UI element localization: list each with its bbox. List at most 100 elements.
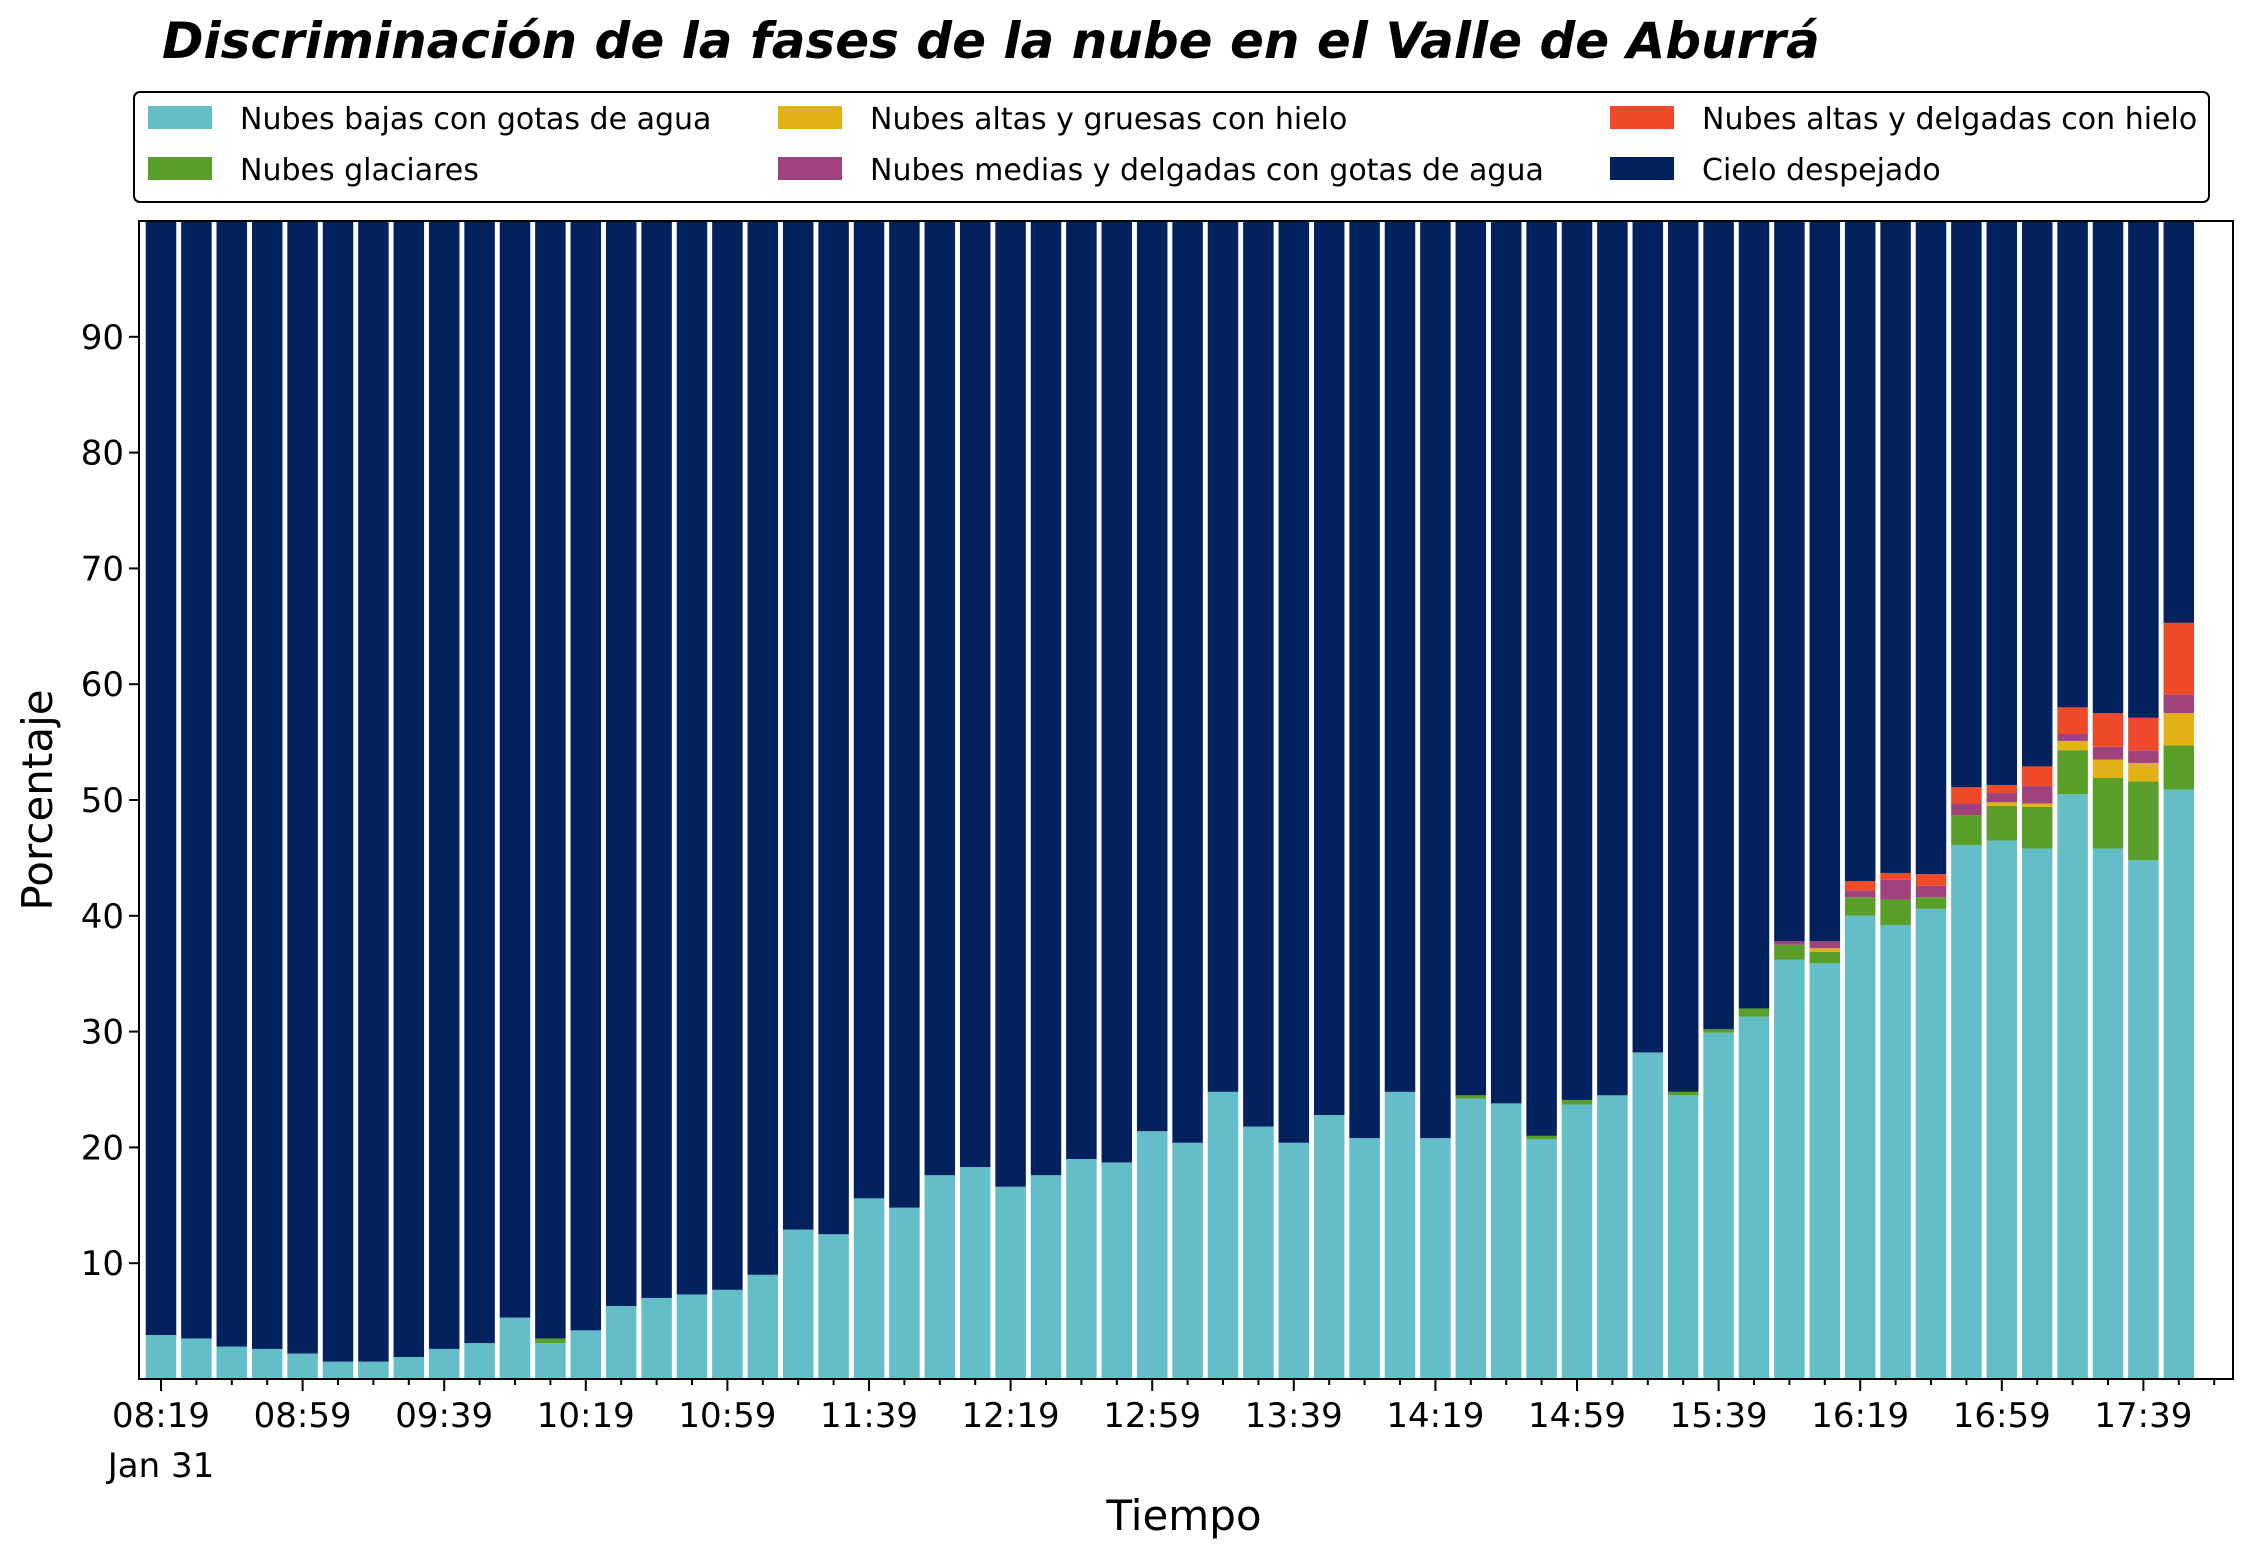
bar-segment bbox=[1349, 1138, 1380, 1379]
bar-segment bbox=[2128, 717, 2159, 751]
bar-segment bbox=[995, 221, 1026, 1187]
bar-segment bbox=[1455, 1098, 1487, 1379]
bar-segment bbox=[641, 1297, 672, 1379]
y-axis-label: Porcentaje bbox=[13, 689, 62, 910]
bar-segment bbox=[1667, 1091, 1699, 1096]
bar-segment bbox=[1101, 221, 1133, 1163]
x-tick-label: 12:19 bbox=[962, 1396, 1060, 1436]
bar-segment bbox=[1066, 221, 1097, 1159]
bar-segment bbox=[2092, 759, 2124, 778]
bar-segment bbox=[287, 1353, 318, 1379]
bar-segment bbox=[1986, 805, 2018, 841]
x-axis-label: Tiempo bbox=[1105, 1491, 1261, 1540]
bar-segment bbox=[1066, 1158, 1097, 1379]
bar-segment bbox=[1738, 221, 1770, 1009]
bar-segment bbox=[181, 221, 212, 1339]
legend-swatch bbox=[778, 106, 842, 129]
bar-segment bbox=[1632, 221, 1664, 1053]
bar-segment bbox=[145, 221, 177, 1335]
bar-segment bbox=[1986, 840, 2018, 1379]
bar-segment bbox=[818, 221, 849, 1235]
bar-segment bbox=[2021, 848, 2053, 1379]
bar-segment bbox=[853, 1198, 885, 1379]
bar-segment bbox=[712, 1289, 743, 1379]
bar-segment bbox=[605, 221, 637, 1307]
y-tick-label: 20 bbox=[81, 1128, 124, 1168]
legend-swatch bbox=[1610, 106, 1674, 129]
bar-segment bbox=[818, 1234, 849, 1379]
bar-segment bbox=[1774, 941, 1805, 945]
x-tick-label: 09:39 bbox=[395, 1396, 493, 1436]
bar-segment bbox=[747, 221, 779, 1275]
bar-segment bbox=[1951, 815, 1982, 846]
bar-segment bbox=[1526, 221, 1557, 1136]
bar-segment bbox=[1951, 221, 1982, 788]
bar-segment bbox=[1526, 1139, 1557, 1379]
bar-segment bbox=[1809, 951, 1841, 964]
bar-segment bbox=[1243, 221, 1274, 1127]
x-tick-label: 12:59 bbox=[1103, 1396, 1201, 1436]
bar-segment bbox=[2163, 713, 2195, 746]
bar-segment bbox=[464, 1343, 495, 1379]
bar-segment bbox=[1844, 881, 1876, 891]
bar-segment bbox=[605, 1306, 637, 1379]
bar-segment bbox=[2021, 221, 2053, 767]
bar-segment bbox=[2163, 221, 2195, 623]
bar-segment bbox=[570, 221, 602, 1331]
bar-segment bbox=[1278, 1142, 1310, 1379]
y-tick-label: 70 bbox=[81, 549, 124, 589]
bar-segment bbox=[1420, 1138, 1451, 1379]
bar-segment bbox=[1384, 1091, 1416, 1379]
plot-area: 10 20 30 40 50 60 70 80 90 08:19 08:59 09:39 10:19 1… bbox=[81, 220, 2234, 1486]
bar-segment bbox=[1844, 221, 1876, 882]
bar-segment bbox=[1915, 221, 1947, 875]
bar-segment bbox=[1030, 221, 1062, 1176]
bar-segment bbox=[995, 1186, 1026, 1379]
y-tick-label: 60 bbox=[81, 665, 124, 705]
x-tick-label: 10:19 bbox=[537, 1396, 635, 1436]
bar-segment bbox=[2092, 713, 2124, 747]
bar-segment bbox=[959, 1167, 991, 1379]
legend-entry: Nubes medias y delgadas con gotas de agu… bbox=[870, 153, 1544, 188]
bar-segment bbox=[2021, 766, 2053, 787]
x-tick-label: 17:39 bbox=[2094, 1396, 2192, 1436]
bar-segment bbox=[1384, 221, 1416, 1092]
bar-segment bbox=[251, 221, 283, 1349]
bar-segment bbox=[322, 1361, 354, 1379]
bar-segment bbox=[216, 1346, 248, 1379]
bar-segment bbox=[1597, 221, 1628, 1096]
bar-segment bbox=[535, 1338, 566, 1344]
bar-segment bbox=[1738, 1008, 1770, 1017]
y-tick-label: 50 bbox=[81, 781, 124, 821]
bar-segment bbox=[2057, 750, 2088, 795]
bar-segment bbox=[1172, 221, 1203, 1143]
bar-segment bbox=[924, 221, 956, 1176]
bar-segment bbox=[2128, 750, 2159, 763]
bar-segment bbox=[1136, 1131, 1168, 1379]
x-tick-label: 08:59 bbox=[254, 1396, 352, 1436]
bar-segment bbox=[1915, 908, 1947, 1379]
bar-segment bbox=[1915, 874, 1947, 886]
y-tick-label: 30 bbox=[81, 1013, 124, 1053]
legend-entry: Nubes glaciares bbox=[240, 153, 479, 188]
legend: Nubes bajas con gotas de agua Nubes glaci… bbox=[133, 91, 2210, 203]
bar-segment bbox=[535, 221, 566, 1339]
bar-segment bbox=[924, 1175, 956, 1379]
bar-segment bbox=[1420, 221, 1451, 1139]
x-tick-label: 15:39 bbox=[1670, 1396, 1768, 1436]
bar-segment bbox=[2057, 733, 2088, 741]
bar-segment bbox=[499, 1317, 531, 1379]
bar-segment bbox=[1455, 1095, 1487, 1099]
bar-segment bbox=[2128, 781, 2159, 861]
bar-segment bbox=[889, 1207, 920, 1379]
legend-swatch bbox=[148, 157, 212, 180]
bar-segment bbox=[1809, 948, 1841, 952]
bar-segment bbox=[1278, 221, 1310, 1143]
bar-segment bbox=[1915, 897, 1947, 909]
bar-segment bbox=[181, 1338, 212, 1379]
bar-segment bbox=[1915, 885, 1947, 898]
bar-segment bbox=[1986, 793, 2018, 803]
bar-segment bbox=[747, 1274, 779, 1379]
bar-segment bbox=[1880, 872, 1911, 880]
x-axis: 08:19 08:59 09:39 10:19 10:59 11:39 12:19 12:59… bbox=[106, 1379, 2216, 1486]
